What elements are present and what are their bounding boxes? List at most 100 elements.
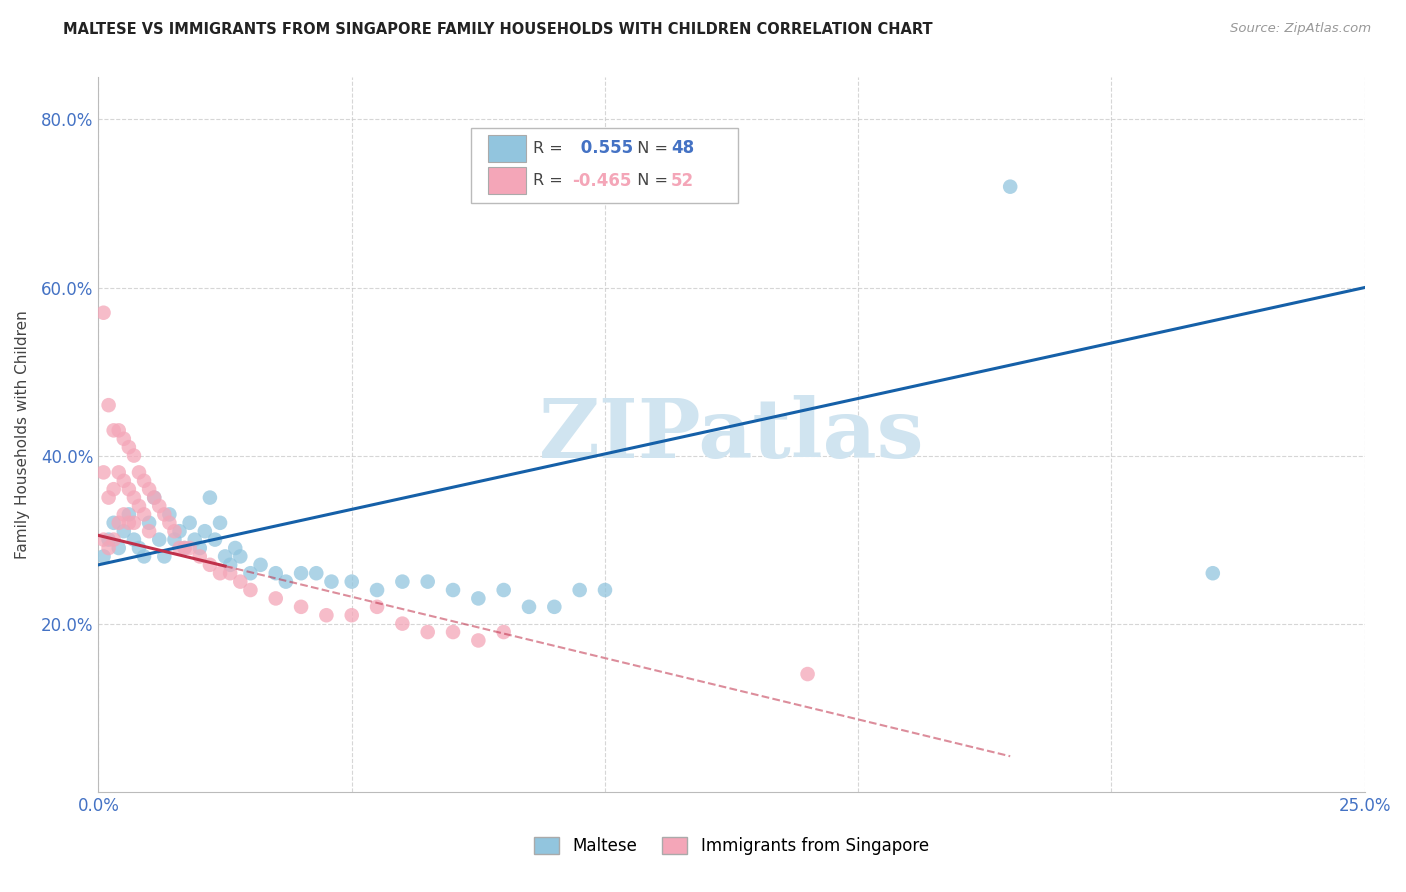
Point [122, 491, 145, 505]
Point [214, 549, 236, 564]
Text: R =: R = [533, 141, 568, 156]
Point [290, 599, 312, 614]
Point [103, 482, 125, 496]
Point [93, 306, 115, 320]
Point [157, 516, 180, 530]
Point [112, 432, 135, 446]
Point [97, 398, 120, 412]
Point [128, 541, 150, 555]
Point [249, 558, 271, 572]
Point [107, 466, 129, 480]
Text: 52: 52 [671, 171, 695, 190]
Point [229, 574, 252, 589]
Point [366, 582, 388, 597]
Point [138, 524, 160, 539]
Point [122, 449, 145, 463]
Point [188, 541, 211, 555]
Point [188, 549, 211, 564]
Point [229, 549, 252, 564]
Point [118, 516, 141, 530]
Point [118, 440, 141, 454]
Point [163, 533, 186, 547]
Point [107, 516, 129, 530]
Point [593, 582, 616, 597]
Point [179, 516, 201, 530]
Point [103, 533, 125, 547]
Text: N =: N = [627, 173, 673, 188]
Point [132, 474, 155, 488]
Point [103, 423, 125, 437]
Point [163, 524, 186, 539]
Point [239, 582, 262, 597]
Legend: Maltese, Immigrants from Singapore: Maltese, Immigrants from Singapore [527, 830, 935, 862]
Point [93, 533, 115, 547]
Point [517, 599, 540, 614]
Point [107, 541, 129, 555]
Point [796, 667, 818, 681]
Y-axis label: Family Households with Children: Family Households with Children [15, 310, 30, 559]
Point [340, 574, 363, 589]
Point [132, 508, 155, 522]
Point [93, 466, 115, 480]
Point [204, 533, 226, 547]
Point [264, 591, 287, 606]
Point [219, 558, 242, 572]
Point [543, 599, 565, 614]
Point [107, 423, 129, 437]
Point [153, 508, 176, 522]
Point [128, 499, 150, 513]
Point [173, 541, 195, 555]
Point [148, 533, 170, 547]
Point [122, 516, 145, 530]
Point [112, 474, 135, 488]
Point [143, 491, 166, 505]
Point [194, 524, 217, 539]
Point [315, 608, 337, 623]
Point [103, 516, 125, 530]
Point [97, 541, 120, 555]
Point [93, 549, 115, 564]
Point [169, 524, 191, 539]
Point [391, 616, 413, 631]
Point [138, 516, 160, 530]
Point [157, 508, 180, 522]
Point [97, 533, 120, 547]
Text: R =: R = [533, 173, 568, 188]
Text: ZIPatlas: ZIPatlas [538, 394, 924, 475]
Point [148, 499, 170, 513]
Point [321, 574, 343, 589]
Point [568, 582, 591, 597]
Point [391, 574, 413, 589]
Point [118, 482, 141, 496]
Text: N =: N = [627, 141, 673, 156]
Point [138, 482, 160, 496]
Text: -0.465: -0.465 [572, 171, 631, 190]
Text: Source: ZipAtlas.com: Source: ZipAtlas.com [1230, 22, 1371, 36]
Point [492, 625, 515, 640]
Point [153, 549, 176, 564]
Point [274, 574, 297, 589]
Point [198, 491, 221, 505]
Point [118, 508, 141, 522]
Point [179, 541, 201, 555]
Point [208, 516, 231, 530]
Point [169, 541, 191, 555]
Point [441, 625, 464, 640]
Point [198, 558, 221, 572]
Text: MALTESE VS IMMIGRANTS FROM SINGAPORE FAMILY HOUSEHOLDS WITH CHILDREN CORRELATION: MALTESE VS IMMIGRANTS FROM SINGAPORE FAM… [63, 22, 934, 37]
Point [441, 582, 464, 597]
Point [112, 508, 135, 522]
Point [97, 491, 120, 505]
Text: 48: 48 [671, 139, 695, 158]
Point [219, 566, 242, 581]
Point [224, 541, 246, 555]
Point [305, 566, 328, 581]
Point [264, 566, 287, 581]
Point [122, 533, 145, 547]
Point [112, 524, 135, 539]
Point [340, 608, 363, 623]
Point [132, 549, 155, 564]
Point [208, 566, 231, 581]
Point [143, 491, 166, 505]
Point [366, 599, 388, 614]
